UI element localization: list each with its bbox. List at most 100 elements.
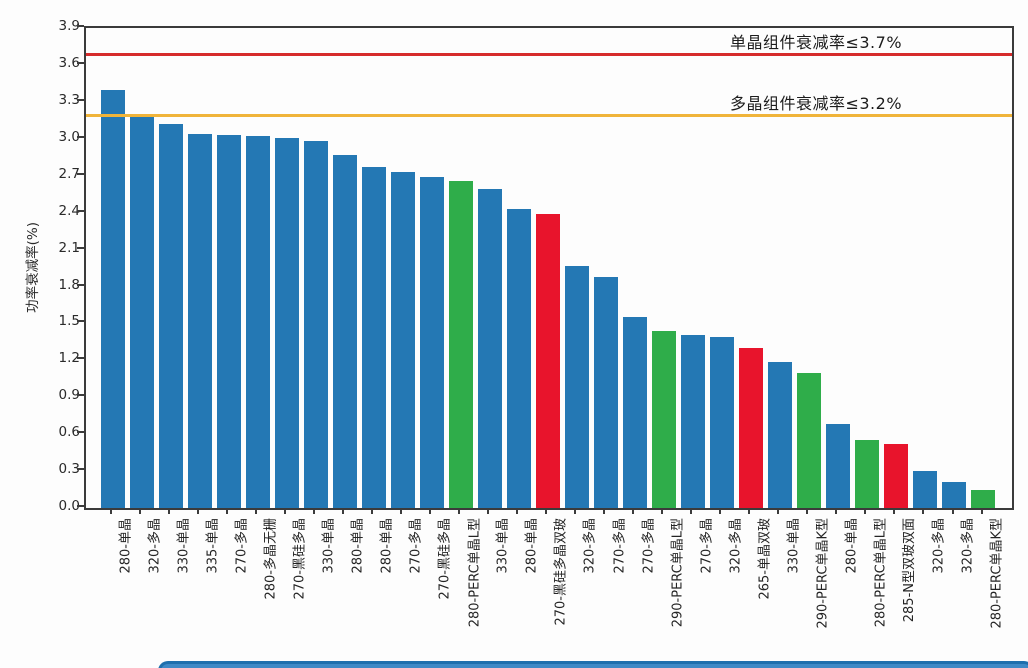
- x-tick-mark: [254, 508, 257, 514]
- bar: [216, 135, 241, 508]
- x-tick-label: 320-多晶: [931, 518, 947, 574]
- bar: [361, 167, 386, 508]
- y-tick-mark: [77, 25, 84, 27]
- x-tick-mark: [574, 508, 576, 514]
- x-tick-label: 270-多晶: [699, 518, 715, 574]
- plot-area: 单晶组件衰减率≤3.7% 多晶组件衰减率≤3.2%: [84, 26, 1014, 510]
- x-tick-mark: [138, 508, 141, 514]
- bar: [303, 141, 328, 508]
- x-tick-mark: [516, 508, 518, 514]
- bar: [506, 208, 531, 508]
- y-tick-mark: [77, 209, 84, 212]
- x-tick-mark: [167, 508, 170, 514]
- x-tick-mark: [341, 508, 344, 514]
- bar: [448, 180, 473, 508]
- y-tick-label: 3.9: [58, 18, 80, 34]
- x-tick-mark: [196, 508, 199, 514]
- x-tick-label: 280-多晶无栅: [263, 518, 279, 600]
- x-tick-label: 280-单晶: [379, 518, 395, 574]
- x-tick-label: 270-多晶: [234, 518, 250, 574]
- y-tick-mark: [77, 246, 84, 249]
- bars-container: [86, 28, 1012, 508]
- y-tick-mark: [77, 394, 84, 397]
- x-tick-label: 320-多晶: [960, 518, 976, 574]
- x-tick-mark: [951, 508, 954, 514]
- x-tick-mark: [632, 508, 635, 514]
- y-tick-label: 1.2: [58, 350, 80, 367]
- x-tick-label: 280-PERC单晶K型: [989, 518, 1005, 629]
- x-tick-mark: [864, 508, 867, 514]
- bar: [536, 213, 560, 508]
- x-tick-label: 320-多晶: [583, 518, 598, 574]
- x-tick-label: 270-多晶: [641, 518, 657, 574]
- bar: [274, 137, 299, 508]
- x-tick-mark: [603, 508, 606, 514]
- y-tick-mark: [77, 135, 84, 138]
- y-tick-mark: [77, 505, 84, 507]
- y-tick-label: 0.9: [58, 387, 80, 404]
- y-tick-mark: [77, 357, 84, 360]
- bar: [565, 265, 590, 508]
- x-tick-label: 270-黑硅多晶: [292, 518, 308, 600]
- x-tick-mark: [399, 508, 402, 514]
- x-tick-label: 280-PERC单晶L型: [873, 518, 889, 628]
- x-tick-mark: [545, 508, 547, 514]
- x-tick-mark: [370, 508, 373, 514]
- x-tick-mark: [922, 508, 925, 514]
- bar: [245, 136, 270, 508]
- x-tick-label: 270-黑硅多晶: [437, 518, 453, 600]
- bar: [826, 424, 851, 508]
- mono-limit-label: 单晶组件衰减率≤3.7%: [729, 32, 903, 52]
- bar: [768, 361, 793, 508]
- bar: [884, 444, 909, 508]
- y-tick-label: 0.0: [58, 498, 80, 514]
- x-tick-label: 330-单晶: [495, 518, 511, 574]
- x-tick-mark: [486, 508, 489, 514]
- y-tick-label: 1.5: [58, 313, 80, 330]
- bar: [187, 133, 212, 508]
- poly-limit-label: 多晶组件衰减率≤3.2%: [729, 94, 903, 114]
- x-tick-label: 270-多晶: [408, 518, 424, 574]
- bar: [681, 334, 706, 508]
- bar: [100, 89, 125, 508]
- bar: [158, 124, 183, 508]
- x-tick-mark: [225, 508, 228, 514]
- bar: [594, 276, 619, 508]
- x-tick-label: 330-单晶: [321, 518, 337, 574]
- y-tick-mark: [77, 283, 84, 286]
- x-tick-label: 290-PERC单晶L型: [670, 518, 686, 628]
- bar: [419, 176, 444, 508]
- x-tick-label: 270-黑硅多晶双玻: [554, 518, 569, 626]
- bar: [477, 189, 502, 508]
- bar: [710, 336, 735, 508]
- x-tick-mark: [661, 508, 664, 514]
- x-tick-mark: [109, 508, 112, 514]
- bar: [652, 330, 677, 508]
- y-axis-title: 功率衰减率(%): [25, 222, 41, 313]
- x-tick-label: 265-单晶双玻: [757, 518, 773, 600]
- x-tick-mark: [312, 508, 315, 514]
- bar: [739, 348, 764, 508]
- y-tick-mark: [77, 172, 84, 175]
- y-tick-label: 3.3: [58, 91, 80, 108]
- x-tick-label: 285-N型双玻双面: [902, 518, 918, 623]
- x-tick-label: 320-多晶: [147, 518, 163, 574]
- y-tick-label: 3.0: [58, 128, 80, 145]
- y-tick-label: 0.6: [58, 424, 80, 441]
- x-tick-mark: [893, 508, 896, 514]
- x-tick-label: 280-单晶: [118, 518, 134, 574]
- y-tick-mark: [77, 61, 84, 64]
- x-tick-mark: [748, 508, 751, 514]
- x-tick-mark: [719, 508, 722, 514]
- y-tick-label: 2.7: [58, 165, 80, 182]
- x-tick-label: 280-PERC单晶L型: [466, 518, 482, 628]
- x-tick-label: 270-多晶: [612, 518, 628, 574]
- x-tick-label: 280-单晶: [844, 518, 860, 574]
- x-tick-mark: [457, 508, 460, 514]
- x-tick-label: 280-单晶: [350, 518, 366, 574]
- y-tick-mark: [77, 468, 84, 471]
- x-tick-label: 290-PERC单晶K型: [815, 518, 831, 629]
- x-tick-label: 320-多晶: [728, 518, 744, 574]
- bar: [971, 489, 996, 508]
